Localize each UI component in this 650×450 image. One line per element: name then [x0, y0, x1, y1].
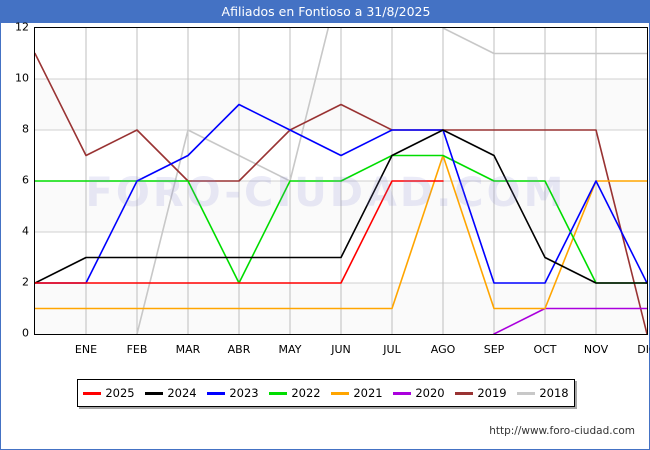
legend-item-2018[interactable]: 2018: [517, 386, 569, 400]
y-axis-tick-label: 2: [22, 275, 29, 289]
legend-label: 2023: [229, 386, 259, 400]
legend-item-2021[interactable]: 2021: [331, 386, 383, 400]
legend-label: 2022: [291, 386, 321, 400]
x-axis-tick-label: MAR: [175, 343, 201, 356]
legend-item-2019[interactable]: 2019: [455, 386, 507, 400]
y-axis-tick-label: 6: [22, 173, 29, 187]
page-title: Afiliados en Fontioso a 31/8/2025: [221, 4, 431, 19]
legend-label: 2019: [477, 386, 507, 400]
legend-item-2020[interactable]: 2020: [393, 386, 445, 400]
legend-swatch-icon: [393, 391, 412, 395]
series-line-2018: [136, 28, 647, 334]
series-line-2024: [35, 129, 647, 284]
legend-label: 2021: [353, 386, 383, 400]
legend-item-2023[interactable]: 2023: [207, 386, 259, 400]
legend-swatch-icon: [331, 391, 350, 395]
y-axis-tick-label: 4: [22, 224, 29, 238]
x-axis-tick-label: MAY: [278, 343, 302, 356]
series-line-2023: [35, 103, 647, 284]
y-axis-labels: 0 2 4 6 8 10 12: [1, 20, 33, 363]
legend-swatch-icon: [207, 391, 226, 395]
x-axis-tick-label: DIC: [637, 343, 650, 356]
y-axis-tick-label: 8: [22, 122, 29, 136]
legend-swatch-icon: [455, 391, 474, 395]
legend-label: 2024: [167, 386, 197, 400]
x-axis-tick-label: ABR: [227, 343, 251, 356]
y-axis-tick-label: 12: [15, 20, 29, 34]
series-line-2025: [35, 180, 444, 284]
line-chart-svg: [35, 28, 647, 334]
chart-plot: [34, 27, 648, 335]
x-axis-tick-label: ENE: [74, 343, 98, 356]
x-axis-tick-label: AGO: [430, 343, 456, 356]
legend-label: 2025: [105, 386, 135, 400]
plot-area-wrapper: 0 2 4 6 8 10 12 ENE FEB MAR ABR MAY JUN JUL AGO SEP OCT…: [1, 20, 650, 363]
x-axis-tick-label: SEP: [483, 343, 505, 356]
window-title-bar: Afiliados en Fontioso a 31/8/2025: [1, 1, 650, 23]
series-line-2020: [493, 307, 647, 334]
x-axis-labels: ENE FEB MAR ABR MAY JUN JUL AGO SEP OCT NOV DIC: [34, 339, 650, 363]
legend-item-2022[interactable]: 2022: [269, 386, 321, 400]
legend-item-2025[interactable]: 2025: [83, 386, 135, 400]
x-axis-tick-label: FEB: [126, 343, 148, 356]
chart-legend: 2025 2024 2023 2022 2021 2020 2019 2018: [77, 379, 575, 407]
legend-swatch-icon: [145, 391, 164, 395]
source-url: http://www.foro-ciudad.com: [489, 425, 635, 437]
legend-swatch-icon: [517, 391, 536, 395]
y-axis-tick-label: 0: [22, 326, 29, 340]
y-axis-tick-label: 10: [15, 71, 29, 85]
legend-swatch-icon: [83, 391, 102, 395]
x-axis-tick-label: JUN: [331, 343, 351, 356]
legend-swatch-icon: [269, 391, 288, 395]
legend-item-2024[interactable]: 2024: [145, 386, 197, 400]
legend-label: 2018: [539, 386, 569, 400]
x-axis-tick-label: OCT: [533, 343, 557, 356]
legend-label: 2020: [415, 386, 445, 400]
series-line-2019: [35, 52, 647, 334]
x-axis-tick-label: JUL: [383, 343, 401, 356]
x-axis-tick-label: NOV: [583, 343, 609, 356]
series-line-2021: [35, 154, 647, 310]
